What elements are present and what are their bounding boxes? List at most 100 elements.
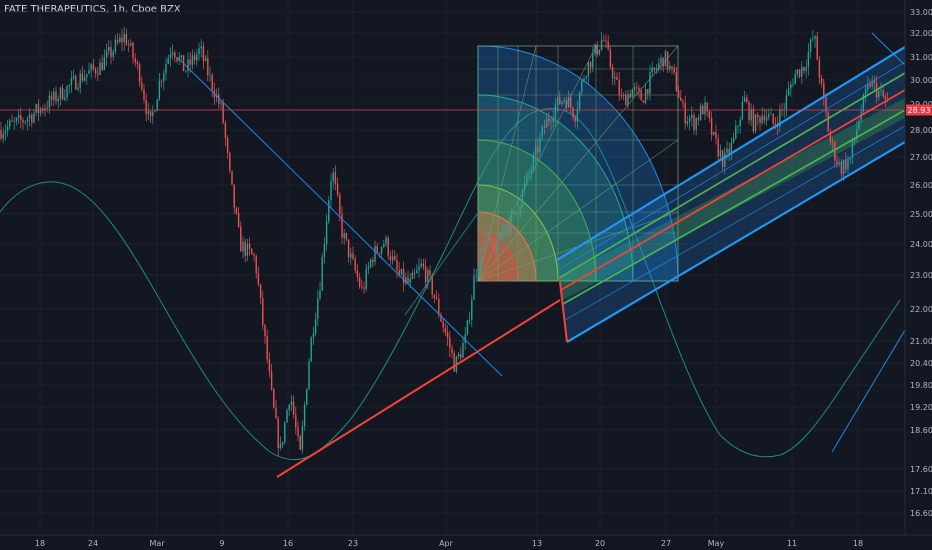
candle [325, 214, 328, 252]
candle [350, 247, 352, 265]
candle [24, 120, 26, 126]
fib-channel-top[interactable] [556, 46, 906, 261]
candle [198, 42, 200, 61]
time-axis-ticks: 18 24 Mar 9 16 23 Apr 13 20 27 May 11 18 [35, 539, 863, 548]
candle [306, 388, 308, 406]
candle [6, 120, 9, 137]
candle [101, 54, 103, 72]
candle [475, 269, 477, 283]
candle [823, 78, 825, 106]
candle [20, 107, 22, 129]
candle [402, 261, 405, 292]
candle [794, 69, 796, 85]
candle [739, 116, 741, 134]
candle [495, 241, 497, 259]
candle [354, 254, 356, 274]
price-tick-10: 23.00 [910, 271, 932, 280]
candle [497, 230, 499, 258]
candle [94, 67, 97, 79]
candle [422, 258, 425, 271]
fib-fan-box[interactable] [477, 45, 679, 282]
price-tick-7: 26.00 [910, 181, 932, 190]
fib-channel-bottom[interactable] [566, 141, 906, 343]
candle [400, 268, 403, 276]
candle [411, 270, 414, 280]
candle [237, 207, 240, 229]
price-tick-2: 31.00 [910, 53, 932, 62]
candle [675, 66, 678, 92]
candle [754, 113, 757, 134]
candle [387, 235, 389, 260]
candle [163, 69, 165, 91]
candle [710, 111, 713, 141]
candle [453, 350, 455, 372]
price-label: 28.93 [906, 104, 932, 116]
candle [83, 69, 86, 82]
candle [757, 112, 759, 126]
candle [805, 59, 807, 79]
candle [660, 54, 662, 71]
candle [752, 105, 755, 134]
descending-trend-line[interactable] [177, 57, 503, 377]
sine-cycle-line[interactable] [0, 108, 901, 461]
candle [737, 124, 739, 134]
fib-channel-connector [559, 281, 568, 343]
ascending-trend-line-red[interactable] [276, 299, 561, 478]
candle [746, 94, 748, 104]
candle [149, 110, 152, 123]
candle [682, 98, 684, 109]
candle [185, 70, 187, 74]
fib-channel-blue-band [557, 47, 905, 342]
chart-title: FATE THERAPEUTICS, 1h, Cboe BZX [4, 4, 181, 15]
candle [224, 120, 227, 147]
candle [297, 421, 299, 442]
candle [211, 72, 213, 98]
candle [627, 89, 629, 109]
candle [264, 323, 266, 344]
candle [818, 55, 821, 85]
candle [572, 106, 574, 121]
candle [156, 98, 158, 112]
candle [596, 40, 598, 58]
candle [77, 82, 79, 92]
candle [642, 99, 645, 104]
candle [160, 79, 163, 88]
candle [499, 231, 502, 239]
fib-channel-lower-green [562, 109, 906, 305]
candle [618, 72, 620, 102]
candle [545, 112, 548, 128]
candle [605, 34, 607, 48]
candle [871, 75, 873, 90]
candle [15, 116, 18, 126]
candle [526, 171, 528, 185]
candle [372, 256, 374, 268]
time-axis[interactable] [0, 535, 932, 550]
diagonal-line-top-right[interactable] [871, 32, 909, 69]
diagonal-line-bottom-right[interactable] [831, 329, 906, 453]
candle [424, 258, 427, 289]
candle [200, 38, 202, 58]
candle [413, 268, 416, 279]
candle [64, 88, 66, 102]
candle [803, 66, 805, 75]
price-tick-6: 27.00 [910, 153, 932, 162]
candle [532, 151, 535, 173]
candle [477, 264, 480, 279]
price-axis[interactable] [905, 0, 932, 535]
price-tick-3: 30.00 [910, 76, 932, 85]
candle [708, 110, 711, 123]
candle [611, 63, 614, 86]
candle [380, 246, 383, 260]
candle [528, 169, 530, 179]
candle [442, 317, 444, 333]
candle [187, 52, 189, 78]
candle [180, 54, 183, 61]
candle [103, 49, 106, 71]
candle [323, 237, 326, 264]
candle [235, 206, 238, 216]
candle [356, 263, 359, 282]
candle [772, 113, 774, 128]
candle [13, 116, 15, 130]
candle [638, 84, 640, 99]
